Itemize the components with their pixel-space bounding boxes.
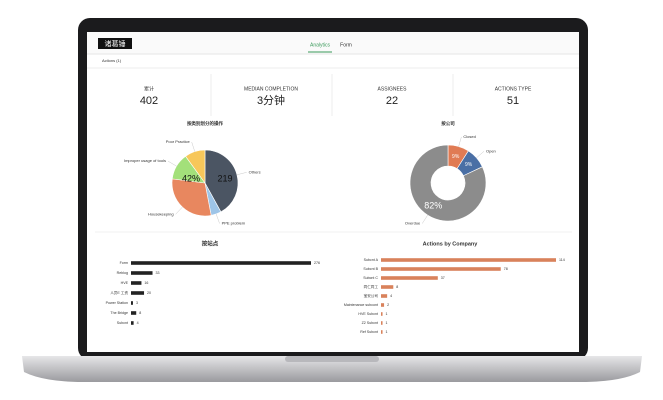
kpi-label: ACTIONS TYPE [495, 86, 532, 92]
bar-value: 276 [314, 261, 320, 265]
laptop-base [22, 356, 642, 382]
kpi-value: 402 [140, 95, 158, 107]
bar-value: 16 [144, 281, 148, 285]
leader-line [215, 213, 220, 224]
bar [381, 267, 501, 271]
bar-value: 1 [386, 312, 388, 316]
slice [204, 149, 239, 213]
bar-category: Subcnt [117, 321, 128, 325]
bar [131, 271, 153, 275]
leader-line [236, 172, 247, 175]
bar-category: Maintenance subcont [344, 303, 378, 307]
bar-category: Reblog [117, 271, 128, 275]
slice [171, 178, 212, 217]
bar [131, 321, 134, 325]
kpi-label: ASSIGNEES [378, 86, 408, 92]
leader-line [167, 160, 177, 167]
slice-category: Poor Practice [166, 139, 191, 144]
chart-title: Actions by Company [423, 241, 479, 247]
bar-value: 2 [387, 303, 389, 307]
bar-category: Subcnt C [363, 276, 378, 280]
bar-category: The Bridge [110, 311, 128, 315]
tab[interactable]: Form [340, 42, 352, 48]
bar-value: 4 [390, 294, 392, 298]
bar-category: Subcnt B [363, 267, 378, 271]
bar [131, 291, 145, 295]
slice-category: Others [249, 169, 261, 174]
kpi-label: MEDIAN COMPLETION [244, 86, 298, 92]
bar-value: 37 [441, 276, 445, 280]
slice-label: 82% [424, 201, 442, 211]
hinge-notch [285, 356, 379, 362]
slice-category: Improper usage of tools [124, 158, 166, 163]
kpi-value: 3分钟 [257, 93, 285, 107]
chart-title: 按公司 [441, 120, 455, 127]
slice [409, 144, 487, 222]
bar-category: Z2 Subcnt [362, 321, 378, 325]
bar-value: 114 [559, 258, 565, 262]
bar [381, 312, 383, 316]
bar [381, 330, 383, 334]
bar-value: 33 [156, 271, 160, 275]
bar-category: Form [120, 261, 128, 265]
bar-category: 同仁同工 [364, 284, 379, 289]
bar-value: 8 [396, 285, 398, 289]
bar [131, 301, 133, 305]
slice [185, 149, 206, 184]
bar [381, 285, 394, 289]
leader-line [476, 151, 485, 159]
slice-category: Closed [463, 134, 475, 139]
logo: 诸葛锤 [105, 39, 126, 48]
annotation: 219 [217, 173, 232, 183]
leader-line [422, 214, 428, 224]
tab[interactable]: Analytics [310, 42, 331, 48]
bar-category: Ref Subcnt [360, 330, 378, 334]
leader-line [175, 206, 183, 215]
bar-category: 人员E 工资 [110, 290, 128, 295]
annotation: 42% [182, 173, 200, 183]
bar [131, 281, 142, 285]
slice-label: 9% [465, 162, 473, 168]
bar-value: 3 [136, 301, 138, 305]
chart-title: 按类别划分的操作 [187, 120, 223, 127]
bar [131, 261, 311, 265]
section-label: Actions (1) [102, 58, 122, 63]
leader-line [458, 136, 462, 147]
kpi-value: 51 [507, 95, 519, 107]
bar-category: 宝安公司 [364, 293, 379, 298]
bar [381, 258, 556, 262]
bar [381, 294, 388, 298]
bar-category: HVE Subcnt [358, 312, 378, 316]
slice-category: Overdue [405, 221, 421, 226]
bar-category: Power Station [106, 301, 128, 305]
leader-line [191, 142, 195, 152]
logo-box [98, 38, 132, 49]
kpi-value: 22 [386, 95, 398, 107]
slice-category: Open [486, 148, 496, 153]
bar-value: 1 [386, 321, 388, 325]
bar-value: 78 [504, 267, 508, 271]
bar [381, 303, 385, 307]
bar [131, 311, 137, 315]
bar-value: 8 [139, 311, 141, 315]
bar-category: Subcnt A [364, 258, 379, 262]
top-bar [87, 32, 579, 54]
slice-category: PPE problem [222, 221, 246, 226]
bar-value: 4 [137, 321, 139, 325]
bar [381, 276, 438, 280]
slice-category: Housekeeping [148, 211, 174, 216]
slice-label: 9% [452, 154, 460, 160]
bar-category: HVE [121, 281, 129, 285]
kpi-label: 累计 [144, 85, 154, 92]
screen [87, 32, 579, 352]
bar-value: 1 [386, 330, 388, 334]
chart-title: 按站点 [202, 239, 219, 247]
bar-value: 20 [147, 291, 151, 295]
bar [381, 321, 383, 325]
